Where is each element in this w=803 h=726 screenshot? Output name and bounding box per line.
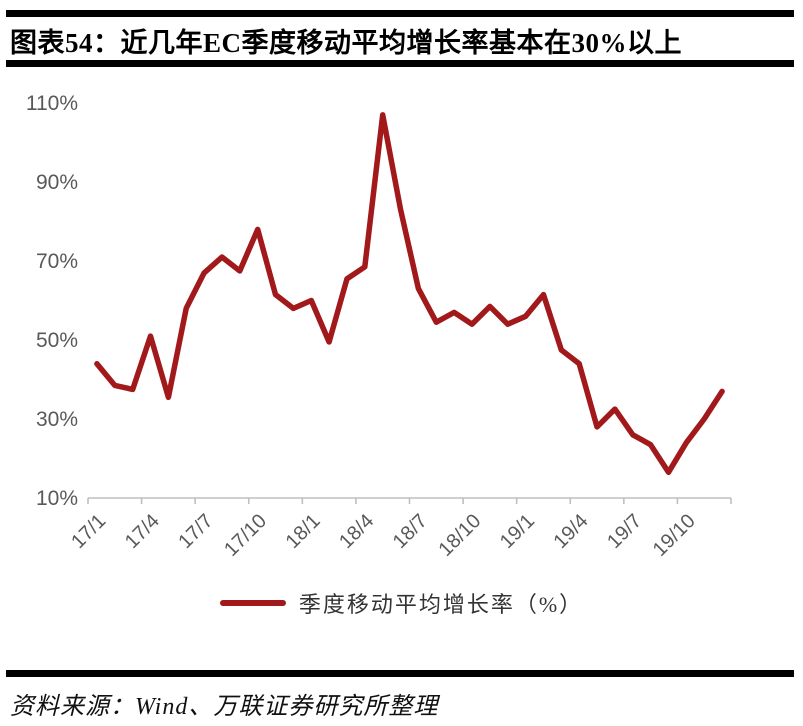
legend-series-label: 季度移动平均增长率（%） — [298, 592, 584, 617]
growth-rate-line — [94, 112, 725, 476]
x-axis-tick-label: 17/4 — [121, 510, 164, 553]
x-axis-tick-label: 18/10 — [434, 510, 485, 561]
legend-line-swatch — [219, 600, 286, 606]
x-axis-tick-label: 17/10 — [220, 510, 271, 561]
x-axis-tick-label: 19/7 — [603, 510, 646, 553]
x-axis-tick-label: 17/7 — [174, 510, 217, 553]
x-axis-tick-label: 17/1 — [67, 510, 110, 553]
x-axis-tick-label: 19/1 — [496, 510, 539, 553]
x-axis-tick-label: 18/7 — [389, 510, 432, 553]
line-chart-canvas: 10% 30% 50% 70% 90% 110% 17/1 17/4 17/7 17/10 18/1… — [26, 92, 732, 561]
title-divider — [6, 60, 794, 67]
footer-divider — [6, 670, 794, 677]
chart-legend: 季度移动平均增长率（%） — [0, 589, 803, 617]
y-axis-tick-label: 50% — [36, 329, 78, 352]
top-divider — [6, 10, 794, 17]
y-axis-tick-label: 10% — [36, 487, 78, 510]
x-axis-tick-label: 19/4 — [549, 510, 592, 553]
x-axis-tick-label: 19/10 — [649, 510, 700, 561]
x-axis-tick-label: 18/1 — [282, 510, 325, 553]
y-axis-tick-label: 110% — [26, 92, 78, 115]
y-axis-tick-label: 30% — [36, 408, 78, 431]
y-axis-tick-label: 90% — [36, 171, 78, 194]
chart-title: 图表54：近几年EC季度移动平均增长率基本在30%以上 — [10, 28, 683, 58]
y-axis-tick-label: 70% — [36, 250, 78, 273]
source-note: 资料来源：Wind、万联证券研究所整理 — [10, 694, 439, 720]
x-axis-tick-label: 18/4 — [335, 510, 378, 553]
